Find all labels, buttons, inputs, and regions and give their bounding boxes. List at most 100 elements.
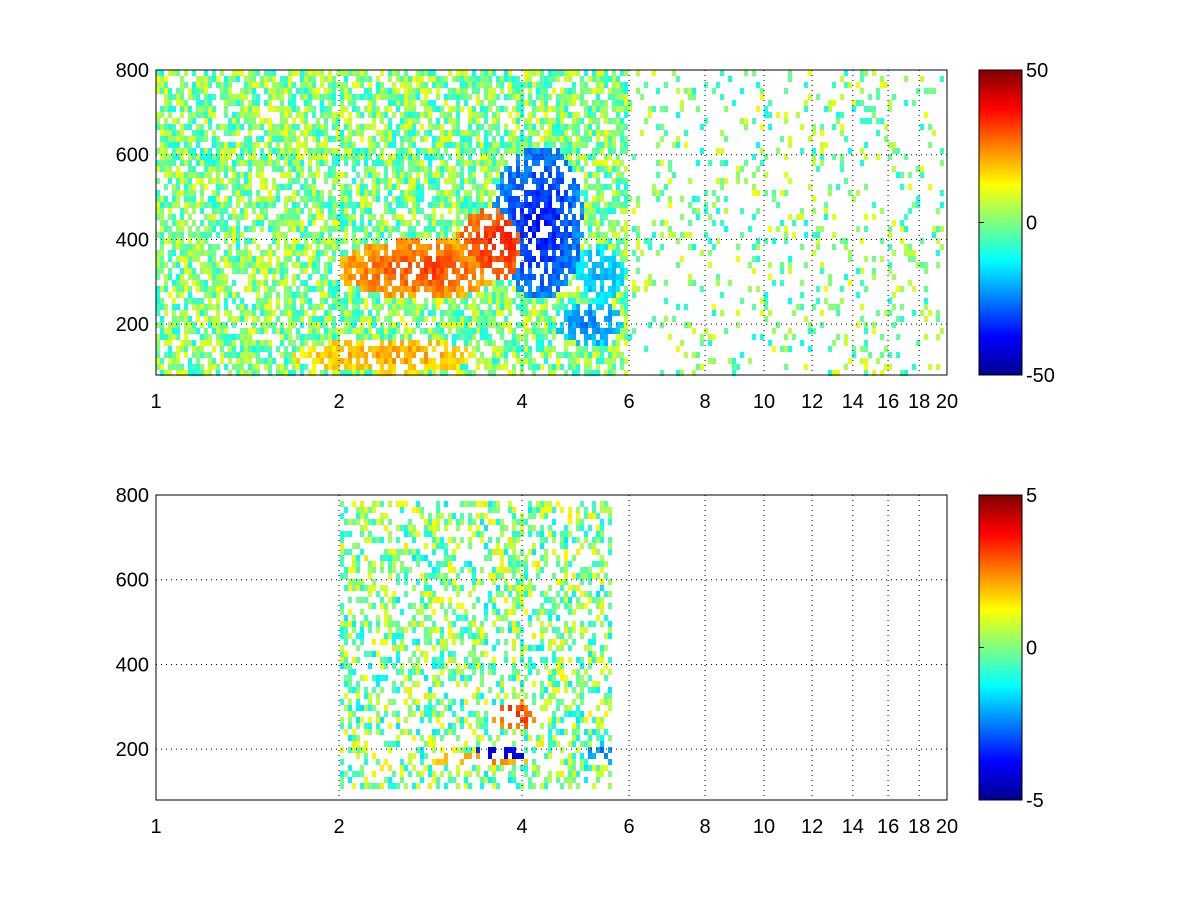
heatmap-cell — [236, 268, 240, 274]
heatmap-cell — [816, 298, 820, 304]
heatmap-cell — [512, 142, 516, 148]
heatmap-cell — [568, 94, 572, 100]
heatmap-cell — [676, 346, 680, 352]
heatmap-cell — [596, 304, 600, 310]
heatmap-cell — [456, 76, 460, 82]
heatmap-cell — [284, 328, 288, 334]
heatmap-cell — [268, 298, 272, 304]
heatmap-cell — [340, 358, 344, 364]
heatmap-cell — [500, 334, 504, 340]
heatmap-cell — [376, 172, 380, 178]
heatmap-cell — [320, 340, 324, 346]
heatmap-cell — [364, 280, 368, 286]
heatmap-cell — [320, 148, 324, 154]
heatmap-cell — [336, 112, 340, 118]
heatmap-cell — [396, 220, 400, 226]
heatmap-cell — [176, 274, 180, 280]
heatmap-cell — [252, 82, 256, 88]
heatmap-cell — [352, 154, 356, 160]
heatmap-cell — [812, 124, 816, 130]
heatmap-cell — [360, 256, 364, 262]
heatmap-cell — [456, 280, 460, 286]
heatmap-cell — [660, 124, 664, 130]
heatmap-cell — [436, 154, 440, 160]
heatmap-cell — [568, 328, 572, 334]
heatmap-cell — [428, 202, 432, 208]
heatmap-cell — [488, 88, 492, 94]
heatmap-cell — [304, 112, 308, 118]
heatmap-cell — [188, 256, 192, 262]
heatmap-cell — [552, 136, 556, 142]
heatmap-cell — [400, 292, 404, 298]
heatmap-cell — [528, 88, 532, 94]
heatmap-cell — [452, 106, 456, 112]
heatmap-cell — [596, 196, 600, 202]
heatmap-cell — [504, 364, 508, 370]
heatmap-cell — [548, 370, 552, 376]
heatmap-cell — [608, 256, 612, 262]
heatmap-cell — [580, 322, 584, 328]
heatmap-cell — [448, 166, 452, 172]
heatmap-cell — [180, 190, 184, 196]
heatmap-cell — [492, 160, 496, 166]
heatmap-cell — [252, 148, 256, 154]
heatmap-cell — [504, 160, 508, 166]
heatmap-cell — [232, 280, 236, 286]
heatmap-cell — [388, 340, 392, 346]
heatmap-cell — [344, 226, 348, 232]
heatmap-cell — [160, 124, 164, 130]
heatmap-cell — [832, 370, 836, 376]
heatmap-cell — [332, 202, 336, 208]
heatmap-cell — [480, 208, 484, 214]
heatmap-cell — [620, 310, 624, 316]
heatmap-cell — [288, 88, 292, 94]
heatmap-cell — [356, 160, 360, 166]
heatmap-cell — [440, 298, 444, 304]
heatmap-cell — [584, 142, 588, 148]
heatmap-cell — [468, 154, 472, 160]
heatmap-cell — [380, 118, 384, 124]
heatmap-cell — [732, 100, 736, 106]
heatmap-cell — [640, 250, 644, 256]
heatmap-cell — [356, 370, 360, 376]
heatmap-cell — [864, 184, 868, 190]
heatmap-cell — [512, 184, 516, 190]
heatmap-cell — [376, 94, 380, 100]
heatmap-cell — [420, 100, 424, 106]
heatmap-cell — [680, 100, 684, 106]
heatmap-cell — [624, 238, 628, 244]
heatmap-cell — [452, 94, 456, 100]
heatmap-cell — [160, 298, 164, 304]
heatmap-cell — [428, 340, 432, 346]
heatmap-cell — [204, 226, 208, 232]
heatmap-cell — [456, 220, 460, 226]
heatmap-cell — [304, 244, 308, 250]
heatmap-cell — [264, 286, 268, 292]
heatmap-cell — [292, 130, 296, 136]
heatmap-cell — [388, 316, 392, 322]
heatmap-cell — [216, 328, 220, 334]
heatmap-cell — [360, 370, 364, 376]
heatmap-cell — [592, 232, 596, 238]
heatmap-cell — [244, 208, 248, 214]
heatmap-cell — [388, 364, 392, 370]
heatmap-cell — [572, 214, 576, 220]
heatmap-cell — [232, 160, 236, 166]
heatmap-cell — [536, 364, 540, 370]
heatmap-cell — [260, 160, 264, 166]
heatmap-cell — [592, 316, 596, 322]
heatmap-cell — [348, 723, 352, 729]
heatmap-cell — [448, 118, 452, 124]
heatmap-cell — [520, 250, 524, 256]
heatmap-cell — [468, 268, 472, 274]
heatmap-cell — [200, 100, 204, 106]
heatmap-cell — [308, 130, 312, 136]
heatmap-cell — [408, 346, 412, 352]
heatmap-cell — [452, 256, 456, 262]
heatmap-cell — [456, 244, 460, 250]
heatmap-cell — [868, 118, 872, 124]
heatmap-cell — [544, 322, 548, 328]
heatmap-cell — [552, 130, 556, 136]
heatmap-cell — [536, 106, 540, 112]
